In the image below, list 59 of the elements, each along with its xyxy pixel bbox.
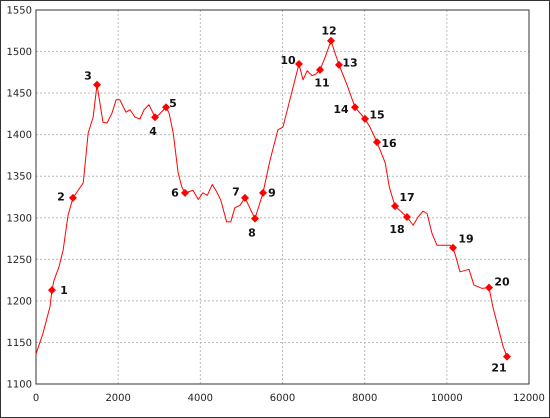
annotation: 12 [321,24,337,38]
point [240,194,249,202]
annotation: 9 [268,186,276,200]
annotation: 14 [333,103,350,116]
point [294,60,303,68]
point [48,286,56,294]
y-tick-label: 1350 [6,172,32,183]
point [390,202,399,210]
y-tick-label: 1250 [6,254,32,266]
annotation: 17 [399,190,415,204]
annotation: 19 [458,232,474,246]
annotation: 10 [280,54,296,67]
annotation: 13 [342,56,358,70]
y-tick-label: 1150 [6,338,32,349]
x-tick-label: 12000 [513,393,545,404]
annotation: 5 [169,97,177,110]
point [360,114,369,123]
point [484,284,493,292]
annotation: 16 [381,136,397,150]
y-tick-label: 1450 [6,88,32,100]
x-tick-label: 0 [32,393,40,404]
x-tick-label: 8000 [352,393,378,404]
x-tick-label: 6000 [270,393,296,404]
y-tick-label: 1400 [6,130,32,142]
annotation: 7 [232,186,240,199]
x-tick-label: 10000 [430,393,463,404]
point [181,188,190,197]
y-tick-label: 1500 [6,47,32,58]
point [372,138,381,146]
point [351,103,360,112]
y-tick-label: 1300 [6,213,32,224]
point [151,113,160,122]
point [448,244,457,252]
point [250,214,259,223]
annotation: 1 [60,284,68,297]
annotation: 8 [248,226,256,240]
point [162,103,170,112]
annotation: 6 [171,186,180,200]
point [402,212,411,221]
annotation: 18 [389,222,405,236]
annotation: 20 [494,275,510,288]
x-tick-label: 2000 [105,393,131,404]
annotation: 11 [314,76,330,90]
annotation: 3 [84,70,92,83]
y-tick-label: 1200 [6,296,32,308]
point [316,66,324,74]
point [93,80,102,89]
x-tick-label: 4000 [188,393,214,404]
point [258,188,267,197]
annotation: 15 [369,108,385,122]
annotation: 2 [57,190,65,204]
point [334,60,343,69]
point [68,194,77,202]
annotation: 21 [491,361,507,374]
point [502,352,511,361]
y-tick-label: 1550 [6,6,32,16]
annotation: 4 [149,125,158,138]
point [326,36,335,45]
y-tick-label: 1100 [6,380,32,390]
